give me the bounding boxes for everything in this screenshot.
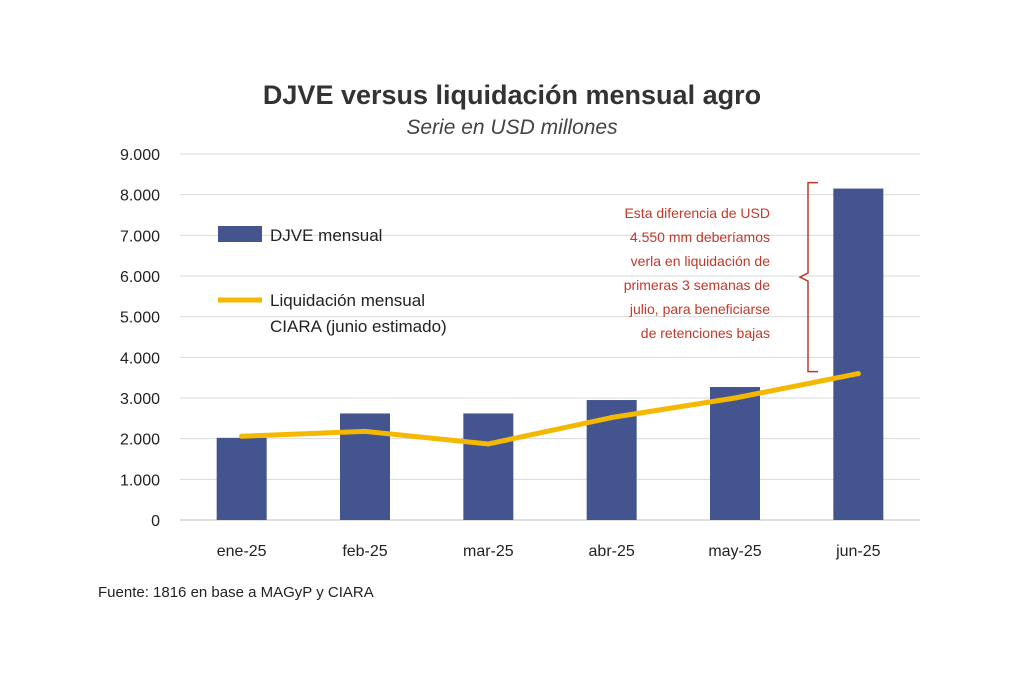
x-tick-label: may-25 (708, 543, 761, 560)
y-tick-label: 4.000 (120, 350, 160, 367)
line-series (239, 371, 861, 447)
annotation-bracket (798, 181, 818, 373)
legend-label-djve: DJVE mensual (270, 226, 382, 245)
annotation-text-line: verla en liquidación de (631, 253, 771, 269)
annotation-text-line: de retenciones bajas (641, 325, 770, 341)
line-point-abr-25 (609, 415, 615, 421)
x-tick-label: feb-25 (342, 543, 387, 560)
legend-label-ciara: Liquidación mensual (270, 291, 425, 310)
y-tick-label: 8.000 (120, 188, 160, 205)
y-tick-label: 5.000 (120, 310, 160, 327)
x-tick-label: mar-25 (463, 543, 514, 560)
bar-may-25 (710, 387, 760, 520)
annotation-text-line: primeras 3 semanas de (624, 277, 771, 293)
y-tick-label: 6.000 (120, 269, 160, 286)
line-series-path (239, 371, 861, 447)
annotation: Esta diferencia de USD 4.550 mm deberíamo… (624, 181, 818, 373)
line-point-feb-25 (362, 428, 368, 434)
x-tick-label: abr-25 (589, 543, 635, 560)
y-tick-label: 7.000 (120, 228, 160, 245)
x-axis: ene-25 feb-25 mar-25 abr-25 may-25 jun-25 (217, 543, 881, 560)
chart-title: DJVE versus liquidación mensual agro (262, 80, 762, 110)
gridlines (180, 153, 920, 521)
y-tick-label: 0 (151, 513, 160, 530)
y-tick-label: 2.000 (120, 432, 160, 449)
bar-ene-25 (216, 437, 267, 520)
legend: DJVE mensual Liquidación mensual CIARA (ju… (218, 226, 447, 336)
annotation-text-line: julio, para beneficiarse (629, 301, 770, 317)
legend-label-ciara: CIARA (junio estimado) (270, 317, 447, 336)
y-tick-label: 3.000 (120, 391, 160, 408)
bar-jun-25 (833, 188, 884, 521)
source-note: Fuente: 1816 en base a MAGyP y CIARA (98, 584, 374, 601)
chart-subtitle: Serie en USD millones (406, 116, 618, 139)
line-point-may-25 (732, 395, 738, 401)
line-point-mar-25 (485, 441, 491, 447)
y-axis: 0 1.000 2.000 3.000 4.000 5.000 6.000 7.000 8.00… (120, 147, 160, 530)
y-tick-label: 9.000 (120, 147, 160, 164)
annotation-text-line: 4.550 mm deberíamos (630, 229, 770, 245)
legend-swatch-djve (218, 226, 262, 242)
bar-series (216, 188, 884, 521)
bar-mar-25 (463, 413, 514, 520)
line-point-ene-25 (239, 433, 245, 439)
line-point-jun-25 (855, 371, 861, 377)
annotation-text-line: Esta diferencia de USD (624, 205, 770, 221)
x-tick-label: jun-25 (835, 543, 881, 560)
x-tick-label: ene-25 (217, 543, 267, 560)
y-tick-label: 1.000 (120, 472, 160, 489)
